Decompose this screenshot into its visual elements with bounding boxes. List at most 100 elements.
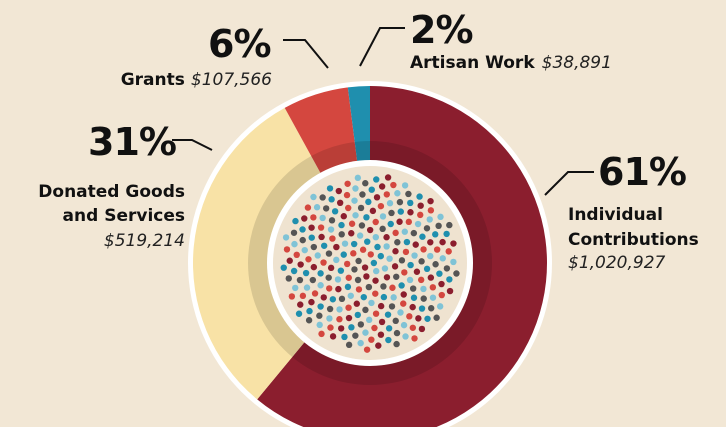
crowd-dot — [344, 283, 352, 291]
crowd-dot — [343, 260, 351, 268]
connector — [544, 171, 594, 196]
crowd-dot — [362, 306, 369, 314]
crowd-dot — [397, 208, 404, 215]
crowd-dot — [377, 202, 385, 210]
crowd-dot — [427, 197, 434, 205]
crowd-dot — [437, 213, 444, 221]
crowd-dot — [337, 325, 345, 332]
slice — [284, 87, 358, 178]
crowd-dot — [402, 333, 409, 340]
crowd-dot — [344, 180, 351, 187]
crowd-dot — [352, 212, 359, 219]
crowd-dot — [371, 324, 378, 332]
crowd-dot — [286, 257, 293, 264]
amount-label: $519,214 — [104, 231, 185, 251]
percent-label: 61% — [598, 150, 686, 194]
crowd-dot — [290, 267, 298, 275]
crowd-dot — [319, 194, 326, 201]
crowd-dot — [407, 209, 414, 216]
crowd-dot — [407, 199, 414, 207]
crowd-dot — [378, 183, 386, 190]
crowd-dot — [405, 218, 413, 226]
crowd-dot — [301, 215, 308, 222]
crowd-dot — [450, 240, 457, 247]
crowd-dot — [305, 256, 312, 263]
crowd-dot — [383, 191, 391, 198]
crowd-dot — [354, 311, 362, 319]
crowd-dot — [435, 222, 442, 230]
crowd-dot — [362, 180, 369, 187]
crowd-dot — [393, 340, 400, 348]
crowd-dot — [345, 204, 352, 212]
crowd-dot — [418, 325, 426, 333]
crowd-dot — [401, 228, 408, 235]
crowd-dot — [310, 214, 317, 221]
crowd-dot — [288, 293, 296, 300]
crowd-dot — [341, 333, 348, 341]
crowd-dot — [320, 242, 328, 249]
crowd-dot — [328, 196, 335, 203]
crowd-dot — [389, 284, 396, 291]
crowd-dot — [393, 329, 401, 337]
crowd-dot — [398, 257, 406, 264]
crowd-dot — [348, 220, 356, 227]
crowd-dot — [316, 321, 323, 329]
crowd-dot — [331, 208, 339, 215]
crowd-dot — [411, 335, 418, 342]
crowd-dot — [416, 193, 423, 200]
crowd-dot — [329, 296, 337, 303]
crowd-dot — [423, 265, 431, 273]
crowd-dot — [446, 276, 453, 283]
crowd-dot — [445, 248, 452, 255]
crowd-dot — [388, 209, 395, 217]
crowd-dot — [326, 185, 334, 192]
connector — [359, 27, 405, 67]
crowd-dot — [387, 220, 394, 228]
crowd-dot — [350, 240, 358, 248]
crowd-dot — [299, 292, 307, 300]
crowd-dot — [370, 259, 378, 267]
crowd-dot — [337, 267, 345, 274]
crowd-dot — [365, 316, 373, 324]
crowd-dot — [391, 263, 399, 270]
crowd-dot — [392, 317, 399, 325]
crowd-dot — [406, 276, 414, 284]
crowd-dot — [396, 198, 404, 206]
crowd-dot — [305, 317, 313, 324]
crowd-dot — [334, 276, 342, 283]
crowd-dot — [406, 313, 413, 320]
crowd-dot — [432, 231, 439, 238]
crowd-dot — [322, 205, 330, 212]
amount-label: $107,566 — [191, 70, 272, 90]
crowd-dot — [417, 211, 424, 219]
crowd-dot — [409, 285, 417, 292]
crowd-dot — [367, 251, 374, 258]
crowd-dot — [296, 276, 304, 284]
crowd-dot — [363, 214, 370, 221]
crowd-dot — [318, 233, 325, 241]
crowd-dot — [345, 314, 353, 322]
crowd-dot — [345, 274, 352, 281]
crowd-dot — [310, 263, 318, 271]
crowd-dot — [327, 324, 334, 331]
crowd-dot — [380, 283, 387, 290]
crowd-dot — [313, 204, 321, 211]
crowd-dot — [282, 234, 290, 241]
crowd-dot — [372, 310, 380, 317]
crowd-dot — [359, 191, 366, 198]
amount-label: $38,891 — [542, 53, 612, 73]
crowd-dot — [374, 243, 381, 251]
crowd-dot — [304, 204, 312, 211]
crowd-dot — [336, 316, 343, 323]
crowd-dot — [420, 295, 427, 302]
crowd-dot — [433, 246, 441, 253]
crowd-dot — [357, 204, 365, 212]
crowd-dot — [417, 202, 424, 209]
crowd-dot — [392, 248, 399, 255]
crowd-dot — [362, 329, 369, 336]
crowd-dot — [375, 342, 382, 349]
crowd-dot — [317, 303, 324, 310]
crowd-dot — [443, 230, 450, 238]
crowd-dot — [414, 220, 422, 228]
crowd-dot — [293, 251, 300, 259]
